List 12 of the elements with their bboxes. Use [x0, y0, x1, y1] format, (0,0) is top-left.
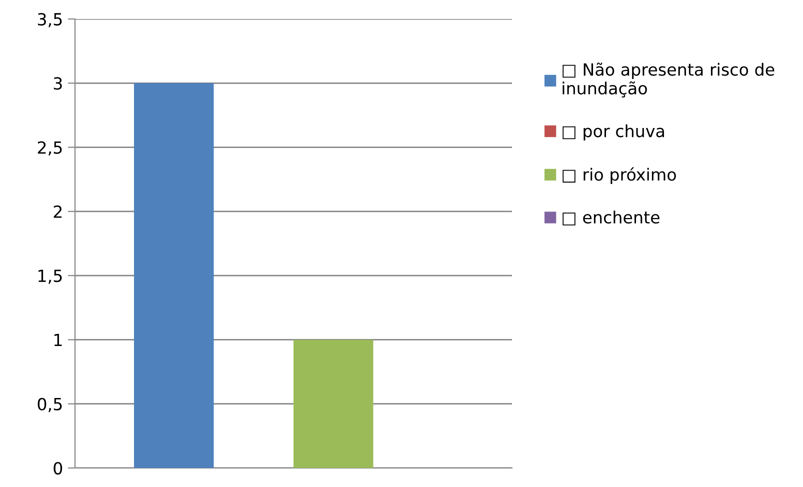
- y-tick-label: 0: [54, 462, 62, 475]
- y-tick-label: 2: [54, 205, 62, 218]
- y-tick-label: 3: [54, 77, 62, 90]
- y-tick-label: 1,5: [38, 270, 62, 284]
- y-tick-label: 2,5: [38, 141, 62, 156]
- legend-label: □ por chuva: [562, 124, 664, 141]
- y-tick-label: 1: [54, 334, 62, 346]
- y-tick-label: 0,5: [38, 398, 62, 412]
- legend-label: □ enchente: [562, 210, 660, 226]
- legend-label: □ Não apresenta risco de inundação: [562, 62, 774, 98]
- legend-label: □ rio próximo: [562, 167, 676, 184]
- y-tick-label: 3,5: [38, 12, 62, 28]
